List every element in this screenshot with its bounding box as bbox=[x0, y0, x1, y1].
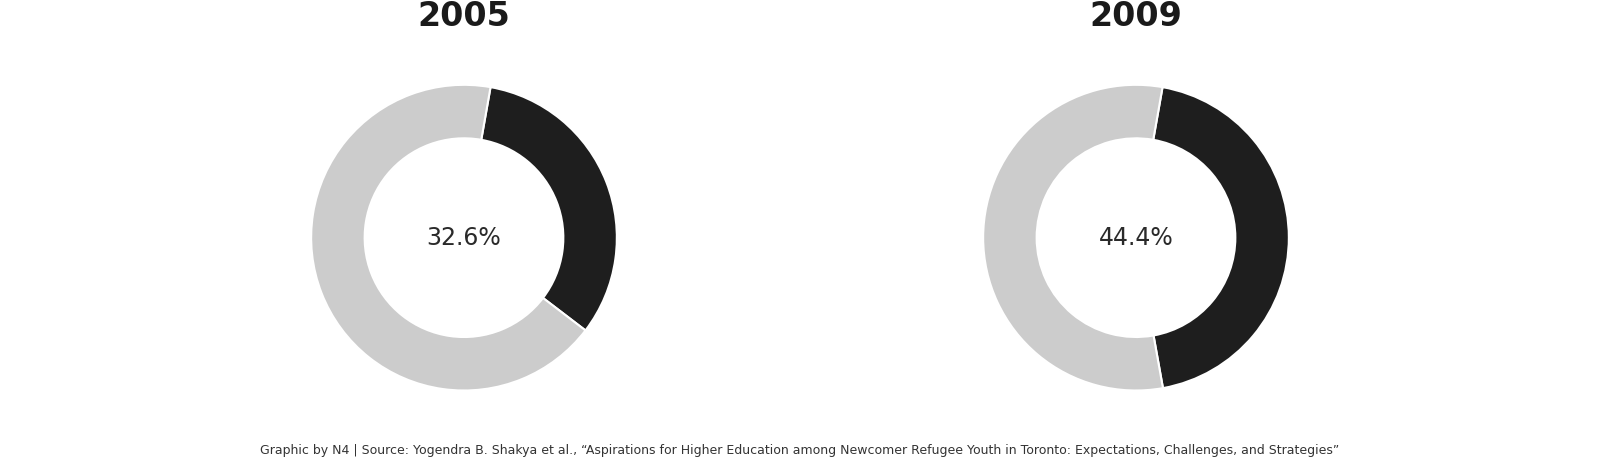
Wedge shape bbox=[482, 87, 618, 330]
Text: 2005: 2005 bbox=[418, 0, 510, 33]
Text: Graphic by N4 | Source: Yogendra B. Shakya et al., “Aspirations for Higher Educa: Graphic by N4 | Source: Yogendra B. Shak… bbox=[261, 444, 1339, 457]
Text: 44.4%: 44.4% bbox=[1099, 226, 1173, 250]
Wedge shape bbox=[982, 85, 1163, 391]
Wedge shape bbox=[310, 85, 586, 391]
Text: 2009: 2009 bbox=[1090, 0, 1182, 33]
Text: 32.6%: 32.6% bbox=[427, 226, 501, 250]
Wedge shape bbox=[1154, 87, 1290, 388]
